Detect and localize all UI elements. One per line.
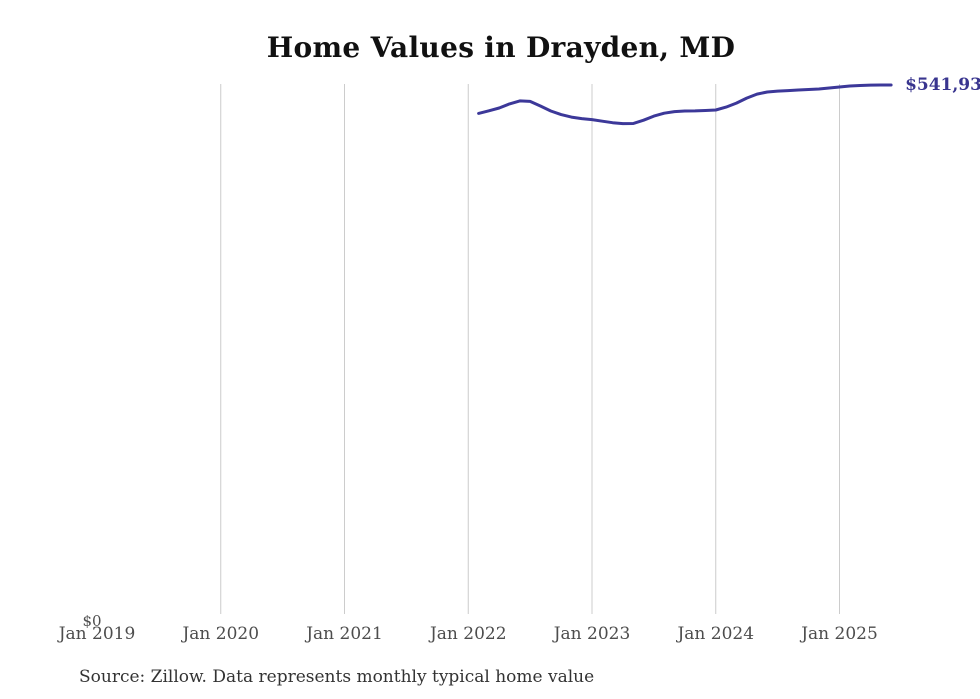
latest-value-label: $541,939 bbox=[905, 75, 980, 95]
value-line bbox=[477, 83, 893, 126]
x-tick-label: Jan 2023 bbox=[553, 624, 631, 644]
x-tick-label: Jan 2019 bbox=[58, 624, 136, 644]
x-tick-label: Jan 2025 bbox=[801, 624, 878, 644]
y-axis-zero-label: $0 bbox=[82, 612, 102, 630]
chart-title: Home Values in Drayden, MD bbox=[266, 31, 736, 64]
x-tick-label: Jan 2024 bbox=[677, 624, 755, 644]
source-note: Source: Zillow. Data represents monthly … bbox=[79, 667, 595, 687]
x-tick-label: Jan 2021 bbox=[306, 624, 383, 644]
x-tick-label: Jan 2020 bbox=[182, 624, 260, 644]
x-tick-label: Jan 2022 bbox=[429, 624, 507, 644]
